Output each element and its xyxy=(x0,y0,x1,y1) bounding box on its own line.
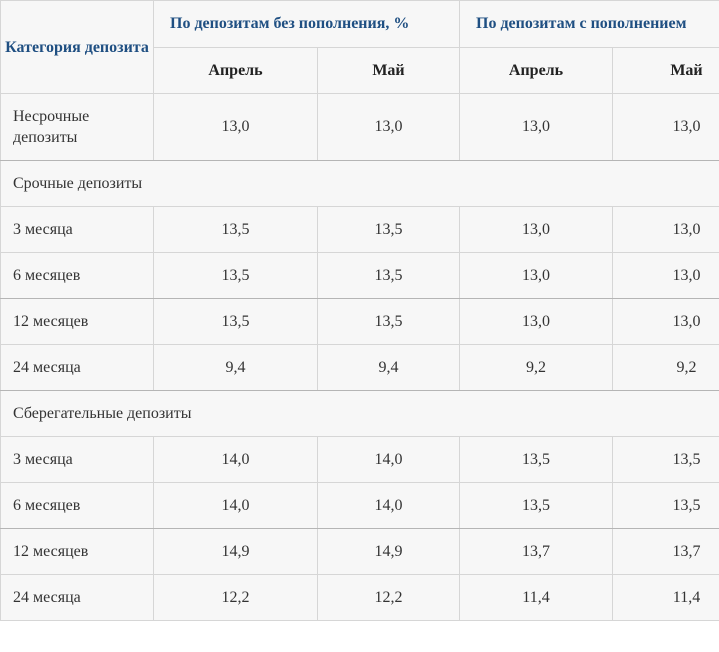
cell-value: 13,5 xyxy=(153,206,318,253)
row-label: 24 месяца xyxy=(0,574,154,621)
section-title: Срочные депозиты xyxy=(0,160,719,207)
section-title: Сберегательные депозиты xyxy=(0,390,719,437)
cell-value: 13,0 xyxy=(153,93,318,161)
cell-value: 13,5 xyxy=(317,252,460,299)
header-may-without: Май xyxy=(317,47,460,94)
cell-value: 13,0 xyxy=(459,298,613,345)
cell-value: 13,0 xyxy=(459,206,613,253)
row-label: 12 месяцев xyxy=(0,528,154,575)
table-row: 6 месяцев 14,0 14,0 13,5 13,5 xyxy=(0,482,719,529)
header-april-with: Апрель xyxy=(459,47,613,94)
row-label: 3 месяца xyxy=(0,206,154,253)
cell-value: 14,9 xyxy=(317,528,460,575)
cell-value: 13,0 xyxy=(612,298,719,345)
cell-value: 13,0 xyxy=(612,93,719,161)
section-row-term: Срочные депозиты xyxy=(0,160,719,207)
cell-value: 11,4 xyxy=(612,574,719,621)
table-row: 6 месяцев 13,5 13,5 13,0 13,0 xyxy=(0,252,719,299)
deposit-rates-table: Категория депозита По депозитам без попо… xyxy=(0,0,719,621)
row-label: 3 месяца xyxy=(0,436,154,483)
cell-value: 9,2 xyxy=(459,344,613,391)
cell-value: 13,5 xyxy=(317,206,460,253)
cell-value: 13,5 xyxy=(459,482,613,529)
cell-value: 9,4 xyxy=(153,344,318,391)
row-label: Несрочные депозиты xyxy=(0,93,154,161)
cell-value: 14,0 xyxy=(153,436,318,483)
cell-value: 9,2 xyxy=(612,344,719,391)
cell-value: 13,5 xyxy=(612,482,719,529)
table-row: 12 месяцев 14,9 14,9 13,7 13,7 xyxy=(0,528,719,575)
row-label: 24 месяца xyxy=(0,344,154,391)
cell-value: 13,5 xyxy=(317,298,460,345)
header-group-with-topup: По депозитам с пополнением xyxy=(459,0,719,48)
cell-value: 13,0 xyxy=(317,93,460,161)
cell-value: 13,0 xyxy=(612,252,719,299)
table-row: 3 месяца 14,0 14,0 13,5 13,5 xyxy=(0,436,719,483)
cell-value: 13,5 xyxy=(153,298,318,345)
cell-value: 13,0 xyxy=(459,93,613,161)
table-row: 3 месяца 13,5 13,5 13,0 13,0 xyxy=(0,206,719,253)
cell-value: 12,2 xyxy=(317,574,460,621)
table-row: 12 месяцев 13,5 13,5 13,0 13,0 xyxy=(0,298,719,345)
cell-value: 11,4 xyxy=(459,574,613,621)
table-row: 24 месяца 12,2 12,2 11,4 11,4 xyxy=(0,574,719,621)
table-row-demand: Несрочные депозиты 13,0 13,0 13,0 13,0 xyxy=(0,93,719,161)
header-group-without-topup: По депозитам без пополнения, % xyxy=(153,0,460,48)
section-row-savings: Сберегательные депозиты xyxy=(0,390,719,437)
cell-value: 12,2 xyxy=(153,574,318,621)
header-april-without: Апрель xyxy=(153,47,318,94)
cell-value: 14,9 xyxy=(153,528,318,575)
cell-value: 13,5 xyxy=(153,252,318,299)
row-label: 6 месяцев xyxy=(0,252,154,299)
cell-value: 13,0 xyxy=(612,206,719,253)
cell-value: 14,0 xyxy=(317,482,460,529)
cell-value: 14,0 xyxy=(317,436,460,483)
cell-value: 13,0 xyxy=(459,252,613,299)
cell-value: 9,4 xyxy=(317,344,460,391)
table-row: 24 месяца 9,4 9,4 9,2 9,2 xyxy=(0,344,719,391)
header-category: Категория депозита xyxy=(0,0,154,94)
cell-value: 14,0 xyxy=(153,482,318,529)
row-label: 12 месяцев xyxy=(0,298,154,345)
cell-value: 13,5 xyxy=(459,436,613,483)
row-label: 6 месяцев xyxy=(0,482,154,529)
cell-value: 13,7 xyxy=(612,528,719,575)
cell-value: 13,5 xyxy=(612,436,719,483)
cell-value: 13,7 xyxy=(459,528,613,575)
header-may-with: Май xyxy=(612,47,719,94)
